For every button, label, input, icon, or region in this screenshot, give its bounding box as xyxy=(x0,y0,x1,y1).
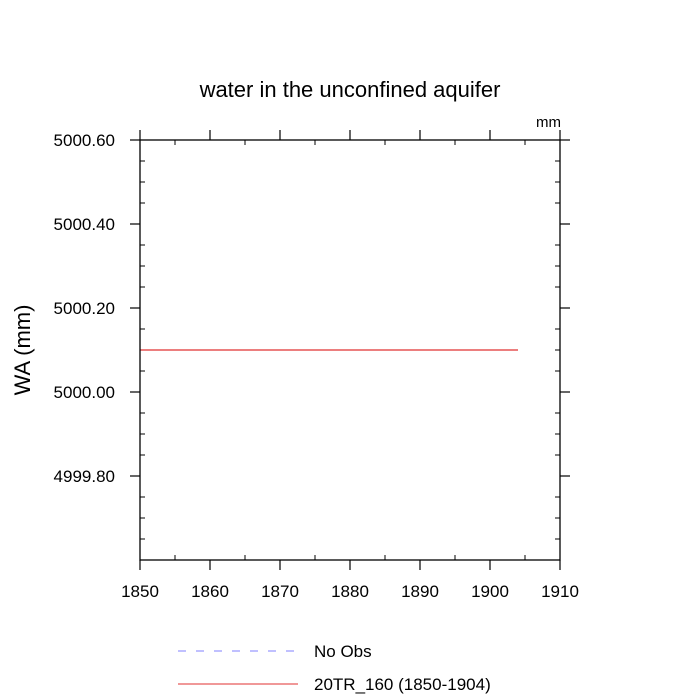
legend-label-0: No Obs xyxy=(314,642,372,661)
x-tick-label: 1880 xyxy=(331,582,369,601)
y-tick-label: 5000.00 xyxy=(54,383,115,402)
y-tick-label: 4999.80 xyxy=(54,467,115,486)
units-label: mm xyxy=(536,114,561,131)
y-tick-label: 5000.60 xyxy=(54,131,115,150)
x-tick-label: 1890 xyxy=(401,582,439,601)
x-tick-label: 1850 xyxy=(121,582,159,601)
legend-label-1: 20TR_160 (1850-1904) xyxy=(314,675,491,694)
major-ticks xyxy=(130,130,570,570)
x-tick-label: 1910 xyxy=(541,582,579,601)
plot-frame xyxy=(139,139,561,561)
y-tick-label: 5000.20 xyxy=(54,299,115,318)
x-tick-label: 1870 xyxy=(261,582,299,601)
y-axis-label: WA (mm) xyxy=(10,305,35,396)
legend: No Obs 20TR_160 (1850-1904) xyxy=(178,642,491,694)
chart-title: water in the unconfined aquifer xyxy=(199,77,501,102)
x-tick-labels: 1850 1860 1870 1880 1890 1900 1910 xyxy=(121,582,579,601)
x-tick-label: 1900 xyxy=(471,582,509,601)
y-tick-label: 5000.40 xyxy=(54,215,115,234)
y-tick-labels: 4999.80 5000.00 5000.20 5000.40 5000.60 xyxy=(54,131,115,486)
x-tick-label: 1860 xyxy=(191,582,229,601)
